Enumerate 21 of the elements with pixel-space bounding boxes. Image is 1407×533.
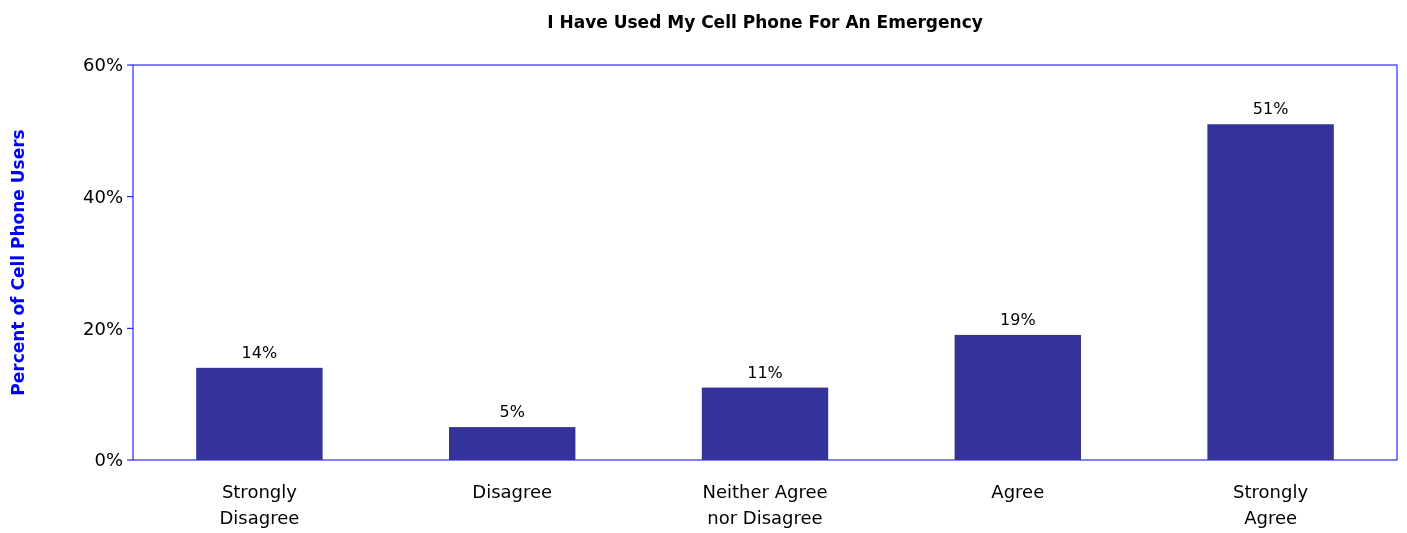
bar — [196, 367, 323, 460]
bar — [954, 334, 1081, 460]
y-axis-title: Percent of Cell Phone Users — [8, 129, 28, 396]
bar — [1207, 124, 1334, 460]
bar — [701, 387, 829, 460]
data-label: 51% — [1252, 99, 1289, 119]
y-tick-label: 40% — [82, 185, 123, 207]
chart-title: I Have Used My Cell Phone For An Emergency — [547, 12, 983, 32]
x-tick-label: Strongly Agree — [1233, 481, 1309, 528]
data-label: 5% — [499, 402, 525, 422]
data-label: 11% — [747, 362, 783, 382]
y-tick-label: 20% — [82, 317, 123, 339]
bar — [449, 427, 576, 460]
data-label: 14% — [241, 342, 278, 362]
x-tick-label: Agree — [991, 481, 1045, 502]
x-tick-label: Disagree — [472, 481, 553, 502]
y-tick-label: 60% — [82, 54, 123, 76]
data-label: 19% — [1000, 309, 1036, 329]
y-tick-label: 0% — [94, 449, 123, 471]
x-tick-label: Neither Agree nor Disagree — [702, 481, 828, 528]
x-tick-label: Strongly Disagree — [219, 481, 300, 528]
